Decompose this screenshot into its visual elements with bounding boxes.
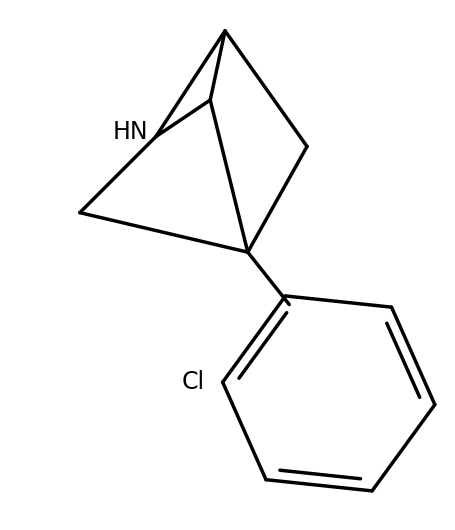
Text: HN: HN <box>112 120 148 144</box>
Text: Cl: Cl <box>182 370 204 394</box>
